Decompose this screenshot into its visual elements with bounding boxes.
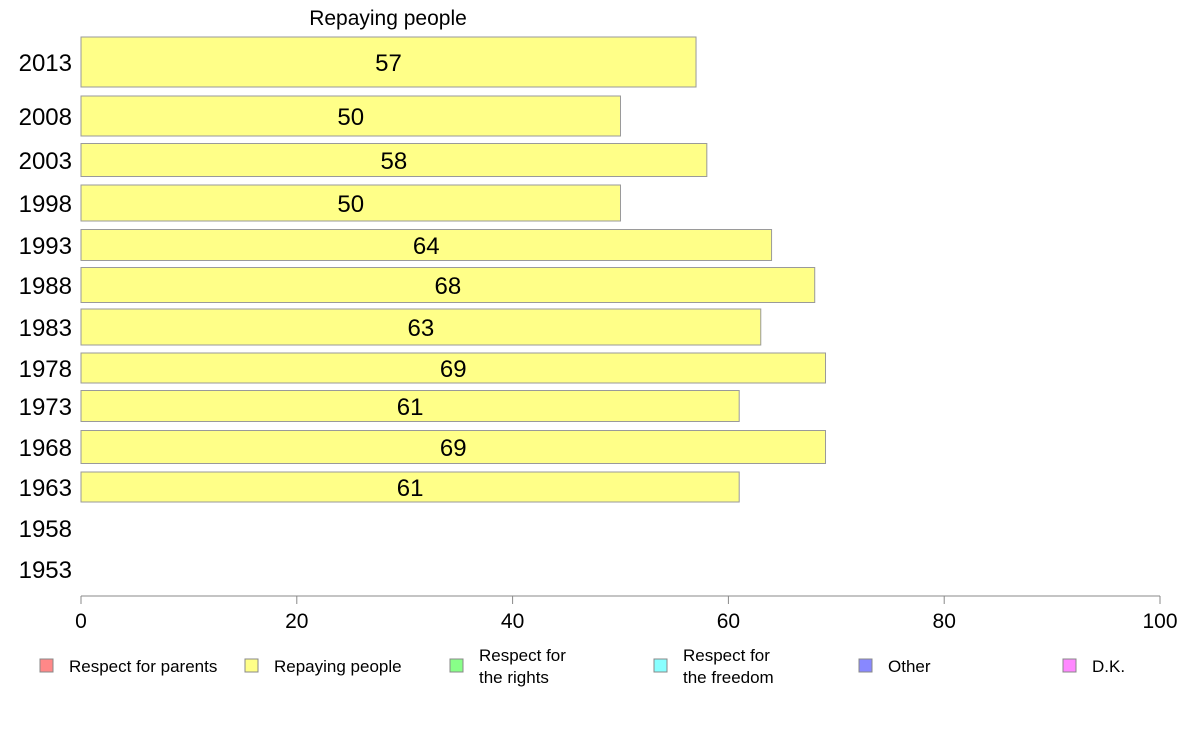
- x-tick-label: 100: [1142, 610, 1177, 633]
- year-label: 1953: [19, 557, 72, 584]
- legend-label: the rights: [479, 668, 549, 687]
- bar: [80, 390, 740, 422]
- bar: [80, 184, 621, 222]
- bar-value-label: 58: [381, 148, 408, 175]
- year-label: 1988: [19, 273, 72, 300]
- bar-value-label: 50: [337, 104, 364, 131]
- bar-value-label: 61: [397, 394, 424, 421]
- bar: [80, 267, 816, 303]
- legend-label: Repaying people: [274, 657, 402, 676]
- bar-value-label: 61: [397, 475, 424, 502]
- year-label: 1968: [19, 435, 72, 462]
- year-label: 1993: [19, 233, 72, 260]
- year-label: 1963: [19, 475, 72, 502]
- year-label: 2003: [19, 148, 72, 175]
- bar: [80, 143, 708, 177]
- year-label: 1998: [19, 191, 72, 218]
- legend-swatch: [858, 658, 873, 673]
- bar: [80, 95, 621, 137]
- bar: [80, 430, 827, 464]
- bar-value-label: 64: [413, 233, 440, 260]
- year-label: 1978: [19, 356, 72, 383]
- year-label: 1983: [19, 315, 72, 342]
- x-tick-label: 0: [75, 610, 87, 633]
- x-tick-label: 80: [933, 610, 956, 633]
- year-label: 1958: [19, 516, 72, 543]
- bar-value-label: 50: [337, 191, 364, 218]
- legend-swatch: [39, 658, 54, 673]
- year-label: 1973: [19, 394, 72, 421]
- bar-value-label: 63: [408, 315, 435, 342]
- legend-label: Respect for parents: [69, 657, 217, 676]
- legend-label: Respect for: [479, 646, 566, 665]
- legend: Respect for parents Repaying people Respec…: [39, 646, 1125, 687]
- x-tick-label: 20: [285, 610, 308, 633]
- legend-label: D.K.: [1092, 657, 1125, 676]
- x-axis: 0 20 40 60 80 100: [75, 595, 1178, 633]
- bar-value-label: 69: [440, 435, 467, 462]
- legend-label: the freedom: [683, 668, 774, 687]
- x-tick-label: 40: [501, 610, 524, 633]
- year-label: 2013: [19, 50, 72, 77]
- year-labels-group: 2013 2008 2003 1998 1993 1988 1983 1978 1973 1968…: [19, 50, 72, 584]
- legend-swatch: [653, 658, 668, 673]
- bar: [80, 471, 740, 503]
- bar-value-label: 57: [375, 50, 402, 77]
- legend-swatch: [449, 658, 464, 673]
- legend-label: Other: [888, 657, 931, 676]
- legend-label: Respect for: [683, 646, 770, 665]
- legend-swatch: [244, 658, 259, 673]
- bar: [80, 36, 697, 88]
- year-label: 2008: [19, 104, 72, 131]
- x-tick-label: 60: [717, 610, 740, 633]
- bar-value-label: 68: [435, 273, 462, 300]
- chart-title: Repaying people: [309, 7, 467, 30]
- bar: [80, 308, 762, 346]
- bar: [80, 352, 827, 384]
- bar: [80, 229, 773, 261]
- legend-swatch: [1062, 658, 1077, 673]
- bar-value-label: 69: [440, 356, 467, 383]
